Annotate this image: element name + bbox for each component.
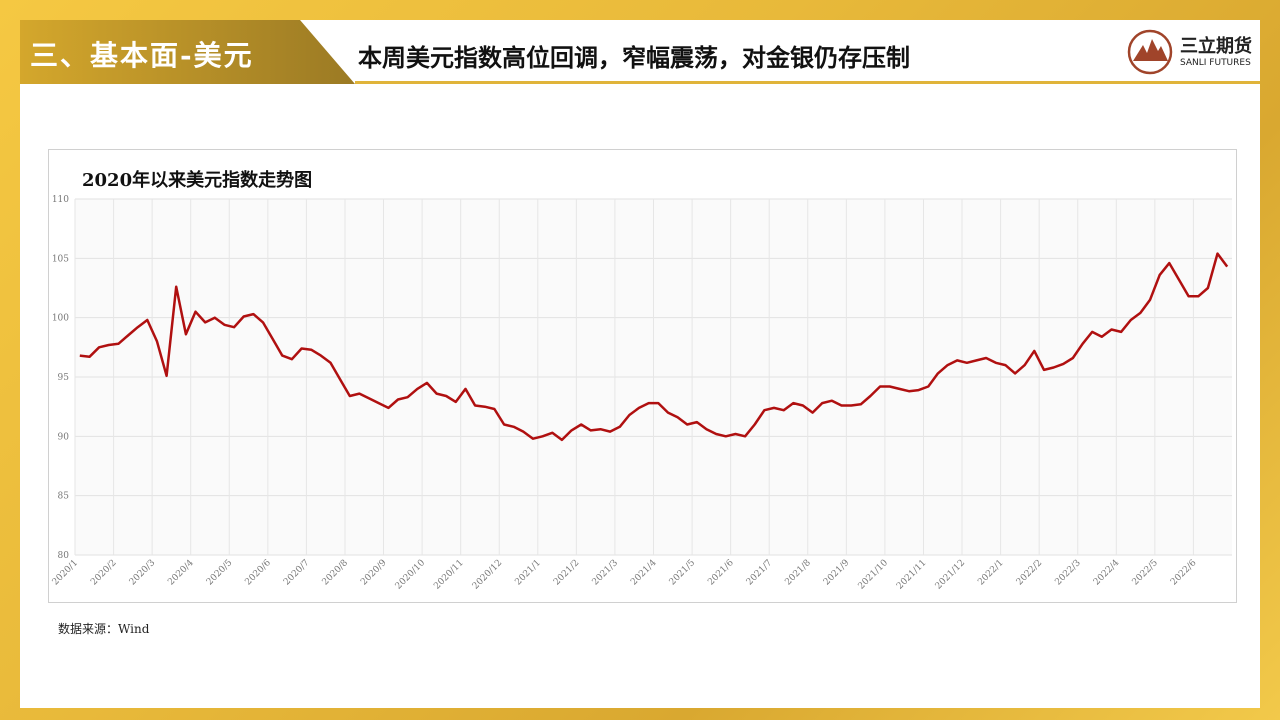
x-tick-label: 2022/5: [1131, 558, 1161, 588]
x-tick-label: 2020/11: [432, 558, 466, 592]
x-tick-label: 2022/6: [1169, 558, 1199, 588]
section-banner: 三、基本面-美元: [20, 20, 355, 84]
x-tick-label: 2020/7: [282, 558, 312, 588]
x-tick-label: 2021/4: [629, 558, 659, 588]
y-tick-label: 85: [58, 492, 70, 502]
x-tick-label: 2020/2: [89, 558, 118, 587]
logo-cn: 三立期货: [1180, 36, 1252, 57]
x-tick-label: 2020/12: [471, 558, 505, 592]
headline: 本周美元指数高位回调，窄幅震荡，对金银仍存压制: [358, 43, 910, 72]
x-tick-label: 2020/5: [205, 558, 235, 588]
x-tick-label: 2021/9: [822, 558, 852, 588]
x-tick-label: 2022/3: [1053, 558, 1083, 588]
data-line: [79, 252, 1229, 442]
source-note: 数据来源：Wind: [58, 622, 150, 636]
x-tick-label: 2020/4: [166, 558, 196, 588]
y-tick-label: 90: [58, 432, 70, 442]
logo: 三立期货 SANLI FUTURES: [1125, 28, 1260, 76]
y-tick-label: 80: [58, 551, 70, 561]
x-tick-label: 2022/4: [1092, 558, 1122, 588]
x-tick-label: 2021/10: [857, 558, 891, 592]
x-tick-label: 2020/3: [128, 558, 158, 588]
chart-frame: [48, 149, 1237, 603]
x-tick-label: 2021/5: [668, 558, 698, 588]
x-tick-label: 2021/7: [745, 558, 775, 588]
x-tick-label: 2020/1: [51, 558, 80, 587]
x-tick-label: 2020/8: [321, 558, 351, 588]
x-tick-label: 2022/2: [1015, 558, 1044, 587]
header-rule: [355, 81, 1260, 84]
logo-en: SANLI FUTURES: [1180, 58, 1251, 68]
x-tick-label: 2021/12: [934, 558, 968, 592]
x-tick-label: 2020/6: [243, 558, 273, 588]
x-tick-label: 2021/3: [591, 558, 621, 588]
y-tick-label: 100: [52, 314, 69, 324]
y-tick-label: 95: [58, 373, 70, 383]
y-tick-label: 105: [52, 254, 69, 264]
chart-title: 2020年以来美元指数走势图: [82, 169, 312, 191]
logo-mark: [1127, 29, 1173, 75]
x-tick-label: 2021/8: [783, 558, 813, 588]
x-tick-label: 2021/2: [552, 558, 581, 587]
y-tick-label: 110: [52, 195, 69, 205]
x-tick-label: 2022/1: [976, 558, 1005, 587]
x-tick-label: 2021/1: [513, 558, 542, 587]
x-tick-label: 2020/10: [394, 558, 428, 592]
x-tick-label: 2021/11: [895, 558, 929, 592]
x-tick-label: 2020/9: [359, 558, 389, 588]
section-title: 三、基本面-美元: [30, 39, 254, 72]
x-tick-label: 2021/6: [706, 558, 736, 588]
